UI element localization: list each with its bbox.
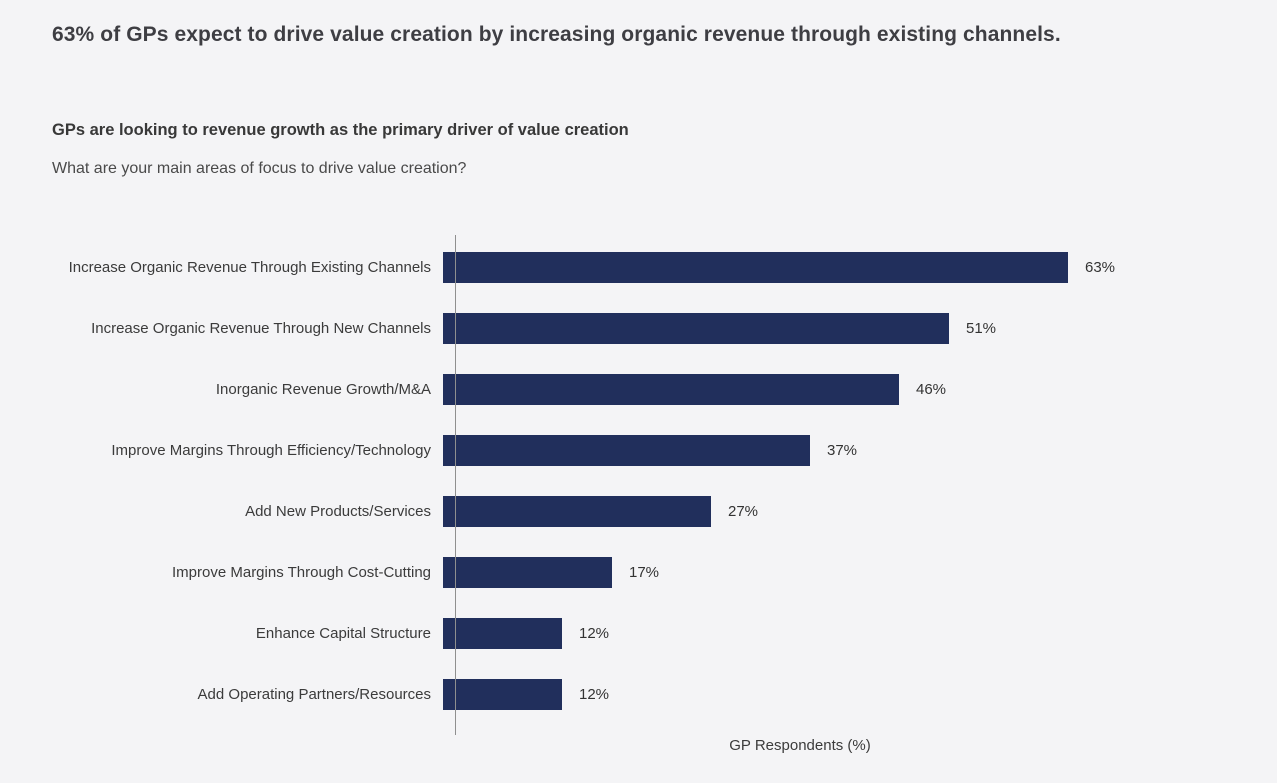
value-label: 37% bbox=[827, 442, 858, 459]
category-label: Inorganic Revenue Growth/M&A bbox=[215, 380, 431, 398]
bar-track: 51% bbox=[443, 313, 1225, 344]
value-label: 63% bbox=[1085, 259, 1116, 276]
category-label: Increase Organic Revenue Through Existin… bbox=[68, 258, 431, 276]
bar-track: 46% bbox=[443, 374, 1225, 405]
value-label: 46% bbox=[916, 381, 947, 398]
value-label: 12% bbox=[579, 686, 610, 703]
bar-row: Increase Organic Revenue Through Existin… bbox=[52, 237, 1225, 298]
value-label: 27% bbox=[728, 503, 759, 520]
category-label: Add Operating Partners/Resources bbox=[197, 685, 431, 703]
bar-track: 12% bbox=[443, 618, 1225, 649]
bar bbox=[443, 313, 949, 344]
bar bbox=[443, 252, 1068, 283]
bar-row: Inorganic Revenue Growth/M&A 46% bbox=[52, 359, 1225, 420]
bar-row: Improve Margins Through Efficiency/Techn… bbox=[52, 420, 1225, 481]
value-label: 51% bbox=[966, 320, 997, 337]
category-label: Improve Margins Through Efficiency/Techn… bbox=[111, 441, 431, 459]
x-axis-label: GP Respondents (%) bbox=[729, 737, 871, 754]
bar-row: Improve Margins Through Cost-Cutting 17% bbox=[52, 542, 1225, 603]
chart-title: GPs are looking to revenue growth as the… bbox=[52, 121, 629, 139]
bar-rows: Increase Organic Revenue Through Existin… bbox=[52, 237, 1225, 725]
bar bbox=[443, 679, 562, 710]
category-label: Enhance Capital Structure bbox=[255, 624, 431, 642]
y-axis-line bbox=[455, 235, 456, 735]
bar-row: Increase Organic Revenue Through New Cha… bbox=[52, 298, 1225, 359]
bar bbox=[443, 374, 899, 405]
bar-track: 12% bbox=[443, 679, 1225, 710]
bar bbox=[443, 435, 810, 466]
bar-row: Enhance Capital Structure 12% bbox=[52, 603, 1225, 664]
value-label: 17% bbox=[629, 564, 660, 581]
category-label: Increase Organic Revenue Through New Cha… bbox=[91, 319, 431, 337]
bar-track: 27% bbox=[443, 496, 1225, 527]
bar-row: Add Operating Partners/Resources 12% bbox=[52, 664, 1225, 725]
bar-track: 37% bbox=[443, 435, 1225, 466]
bar-track: 63% bbox=[443, 252, 1225, 283]
category-label: Add New Products/Services bbox=[245, 502, 431, 520]
bar-row: Add New Products/Services 27% bbox=[52, 481, 1225, 542]
report-section: 63% of GPs expect to drive value creatio… bbox=[52, 23, 1225, 754]
bar bbox=[443, 557, 612, 588]
survey-question: What are your main areas of focus to dri… bbox=[52, 160, 467, 177]
bar bbox=[443, 496, 711, 527]
headline: 63% of GPs expect to drive value creatio… bbox=[52, 23, 1061, 46]
bar-track: 17% bbox=[443, 557, 1225, 588]
value-label: 12% bbox=[579, 625, 610, 642]
category-label: Improve Margins Through Cost-Cutting bbox=[172, 563, 431, 581]
bar bbox=[443, 618, 562, 649]
bar-chart: Increase Organic Revenue Through Existin… bbox=[52, 235, 1225, 754]
